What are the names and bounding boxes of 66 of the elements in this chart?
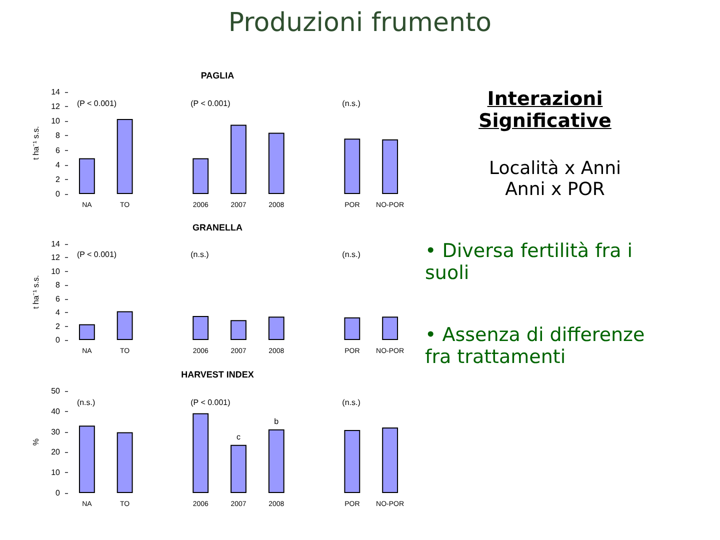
bar: [230, 320, 246, 340]
text: Produzioni frumento: [227, 8, 493, 38]
text: Interazioni Significative: [478, 88, 612, 132]
bar: [230, 124, 246, 194]
y-tick-label: 14: [51, 88, 61, 96]
annotation: (P < 0.001): [76, 98, 117, 108]
y-tick-label: 10: [51, 116, 61, 126]
y-tick-label: 10: [51, 266, 61, 276]
y-tick-label: 6: [56, 294, 61, 304]
y-tick-label: 2: [56, 322, 61, 331]
bar: [344, 138, 360, 194]
annotation: c: [236, 432, 240, 442]
bar: [78, 324, 95, 340]
bar: [78, 158, 95, 194]
bar: [192, 158, 209, 194]
annotation: (n.s.): [342, 250, 361, 259]
y-tick-label: 40: [51, 406, 61, 416]
y-tick-label: 4: [56, 160, 61, 170]
y-axis-title: t ha⁻¹ s.s.: [32, 126, 41, 160]
bar: [344, 317, 360, 340]
annotation: (P < 0.001): [76, 250, 117, 259]
y-tick-label: 2: [56, 174, 61, 184]
y-axis-title: t ha⁻¹ s.s.: [32, 275, 41, 309]
text: • Assenza di differenze fra trattamenti: [425, 324, 646, 368]
y-tick-label: 0: [56, 488, 61, 498]
y-tick-label: 12: [51, 253, 61, 262]
annotation: (n.s.): [190, 250, 210, 259]
y-tick-label: 50: [51, 386, 61, 396]
chart-title: PAGLIA: [200, 70, 235, 80]
bar: [116, 311, 133, 340]
bar: [268, 132, 284, 194]
annotation: (P < 0.001): [190, 398, 231, 407]
bar: [382, 139, 398, 194]
bar: [382, 428, 398, 493]
y-axis-title: %: [32, 438, 41, 446]
bar: [268, 316, 284, 340]
y-tick-label: 30: [51, 427, 61, 436]
y-tick-label: 0: [56, 190, 61, 198]
y-tick-label: 8: [56, 280, 61, 290]
text: Località x Anni: [488, 158, 622, 179]
annotation: (n.s.): [76, 398, 96, 407]
y-tick-label: 10: [51, 468, 61, 478]
text: • Diversa fertilità fra i suoli: [425, 240, 634, 284]
y-tick-label: 14: [51, 240, 61, 248]
annotation: b: [274, 416, 280, 426]
y-tick-label: 6: [56, 146, 61, 155]
annotation: (n.s.): [342, 98, 361, 108]
y-tick-label: 12: [51, 102, 61, 112]
text: Anni x POR: [504, 179, 606, 200]
bar: [192, 316, 209, 340]
bar: [344, 430, 360, 493]
bar: [268, 429, 284, 493]
annotation: (n.s.): [342, 398, 361, 407]
y-tick-label: 20: [51, 448, 61, 457]
bar: [116, 432, 133, 493]
chart-title: HARVEST INDEX: [181, 370, 254, 380]
bar: [382, 316, 398, 340]
y-tick-label: 0: [56, 336, 61, 344]
bar: [116, 118, 133, 194]
chart-title: GRANELLA: [192, 222, 243, 232]
annotation: (P < 0.001): [190, 98, 231, 108]
bar: [78, 426, 95, 493]
bar: [192, 413, 209, 493]
bar: [230, 444, 246, 493]
y-tick-label: 8: [56, 131, 61, 140]
y-tick-label: 4: [56, 308, 61, 318]
